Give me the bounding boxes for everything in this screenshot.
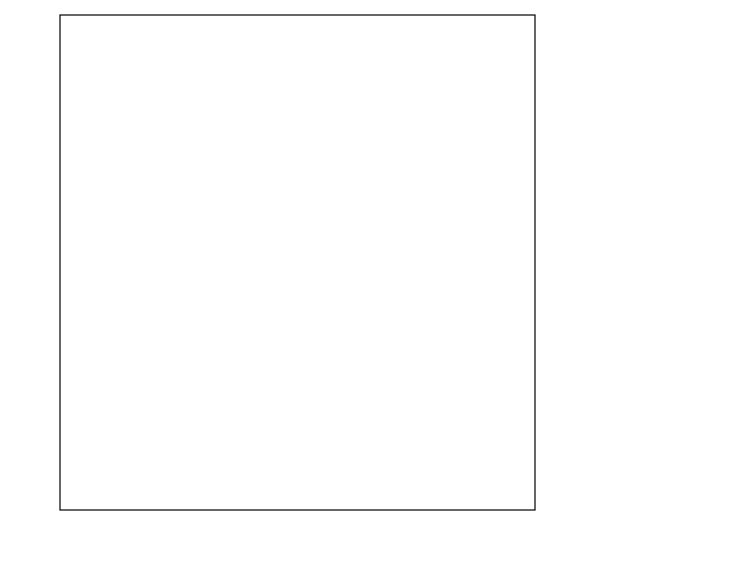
figure xyxy=(0,0,747,569)
plot-area xyxy=(60,15,535,510)
